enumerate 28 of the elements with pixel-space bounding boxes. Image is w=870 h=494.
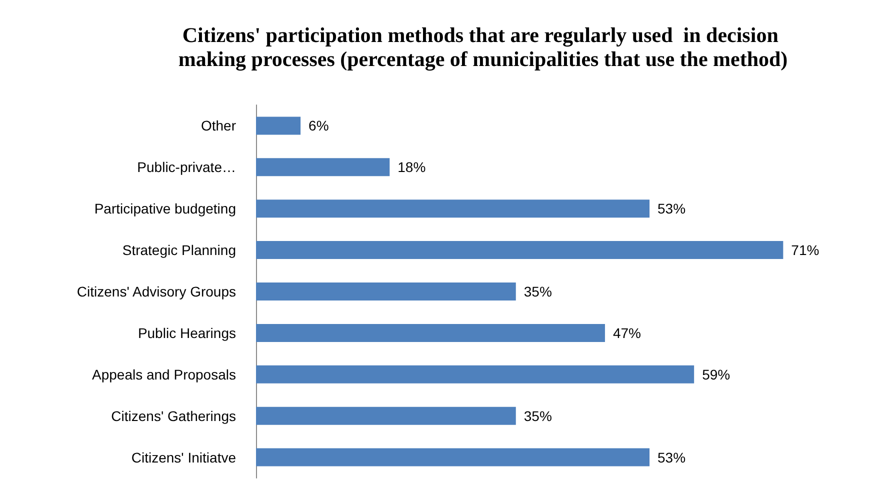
bar <box>256 406 516 425</box>
y-tick-label: Other <box>200 118 236 134</box>
y-tick-label: Citizens' Initiatve <box>131 449 236 466</box>
y-tick-label: Participative budgeting <box>94 200 236 217</box>
bar <box>256 116 301 135</box>
y-tick-label: Appeals and Proposals <box>92 366 236 382</box>
bar <box>256 365 694 384</box>
data-label: 18% <box>398 159 426 176</box>
bar <box>256 324 605 342</box>
bar <box>256 241 784 260</box>
bar <box>256 158 390 176</box>
data-label: 53% <box>658 200 686 217</box>
y-tick-label: Public Hearings <box>138 324 236 341</box>
data-label: 35% <box>524 284 552 300</box>
bar <box>256 200 650 218</box>
bar <box>256 282 516 300</box>
data-label: 35% <box>524 408 552 424</box>
y-tick-label: Strategic Planning <box>122 242 236 258</box>
y-tick-label: Public-private… <box>137 159 236 176</box>
data-label: 71% <box>791 242 820 258</box>
chart-title: Citizens' participation methods that are regularly used in decision making processes (percentage of municipalities that use the method) <box>178 23 788 71</box>
data-label: 53% <box>658 449 686 466</box>
data-label: 6% <box>308 118 329 134</box>
y-tick-label: Citizens' Gatherings <box>111 408 236 424</box>
data-label: 47% <box>612 324 642 341</box>
data-label: 59% <box>702 366 730 382</box>
bar <box>256 448 650 466</box>
y-tick-label: Citizens' Advisory Groups <box>76 284 236 300</box>
